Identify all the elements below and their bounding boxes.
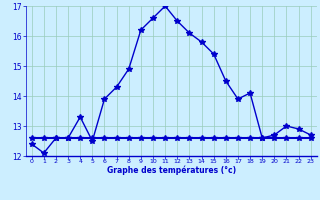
X-axis label: Graphe des températures (°c): Graphe des températures (°c) bbox=[107, 165, 236, 175]
